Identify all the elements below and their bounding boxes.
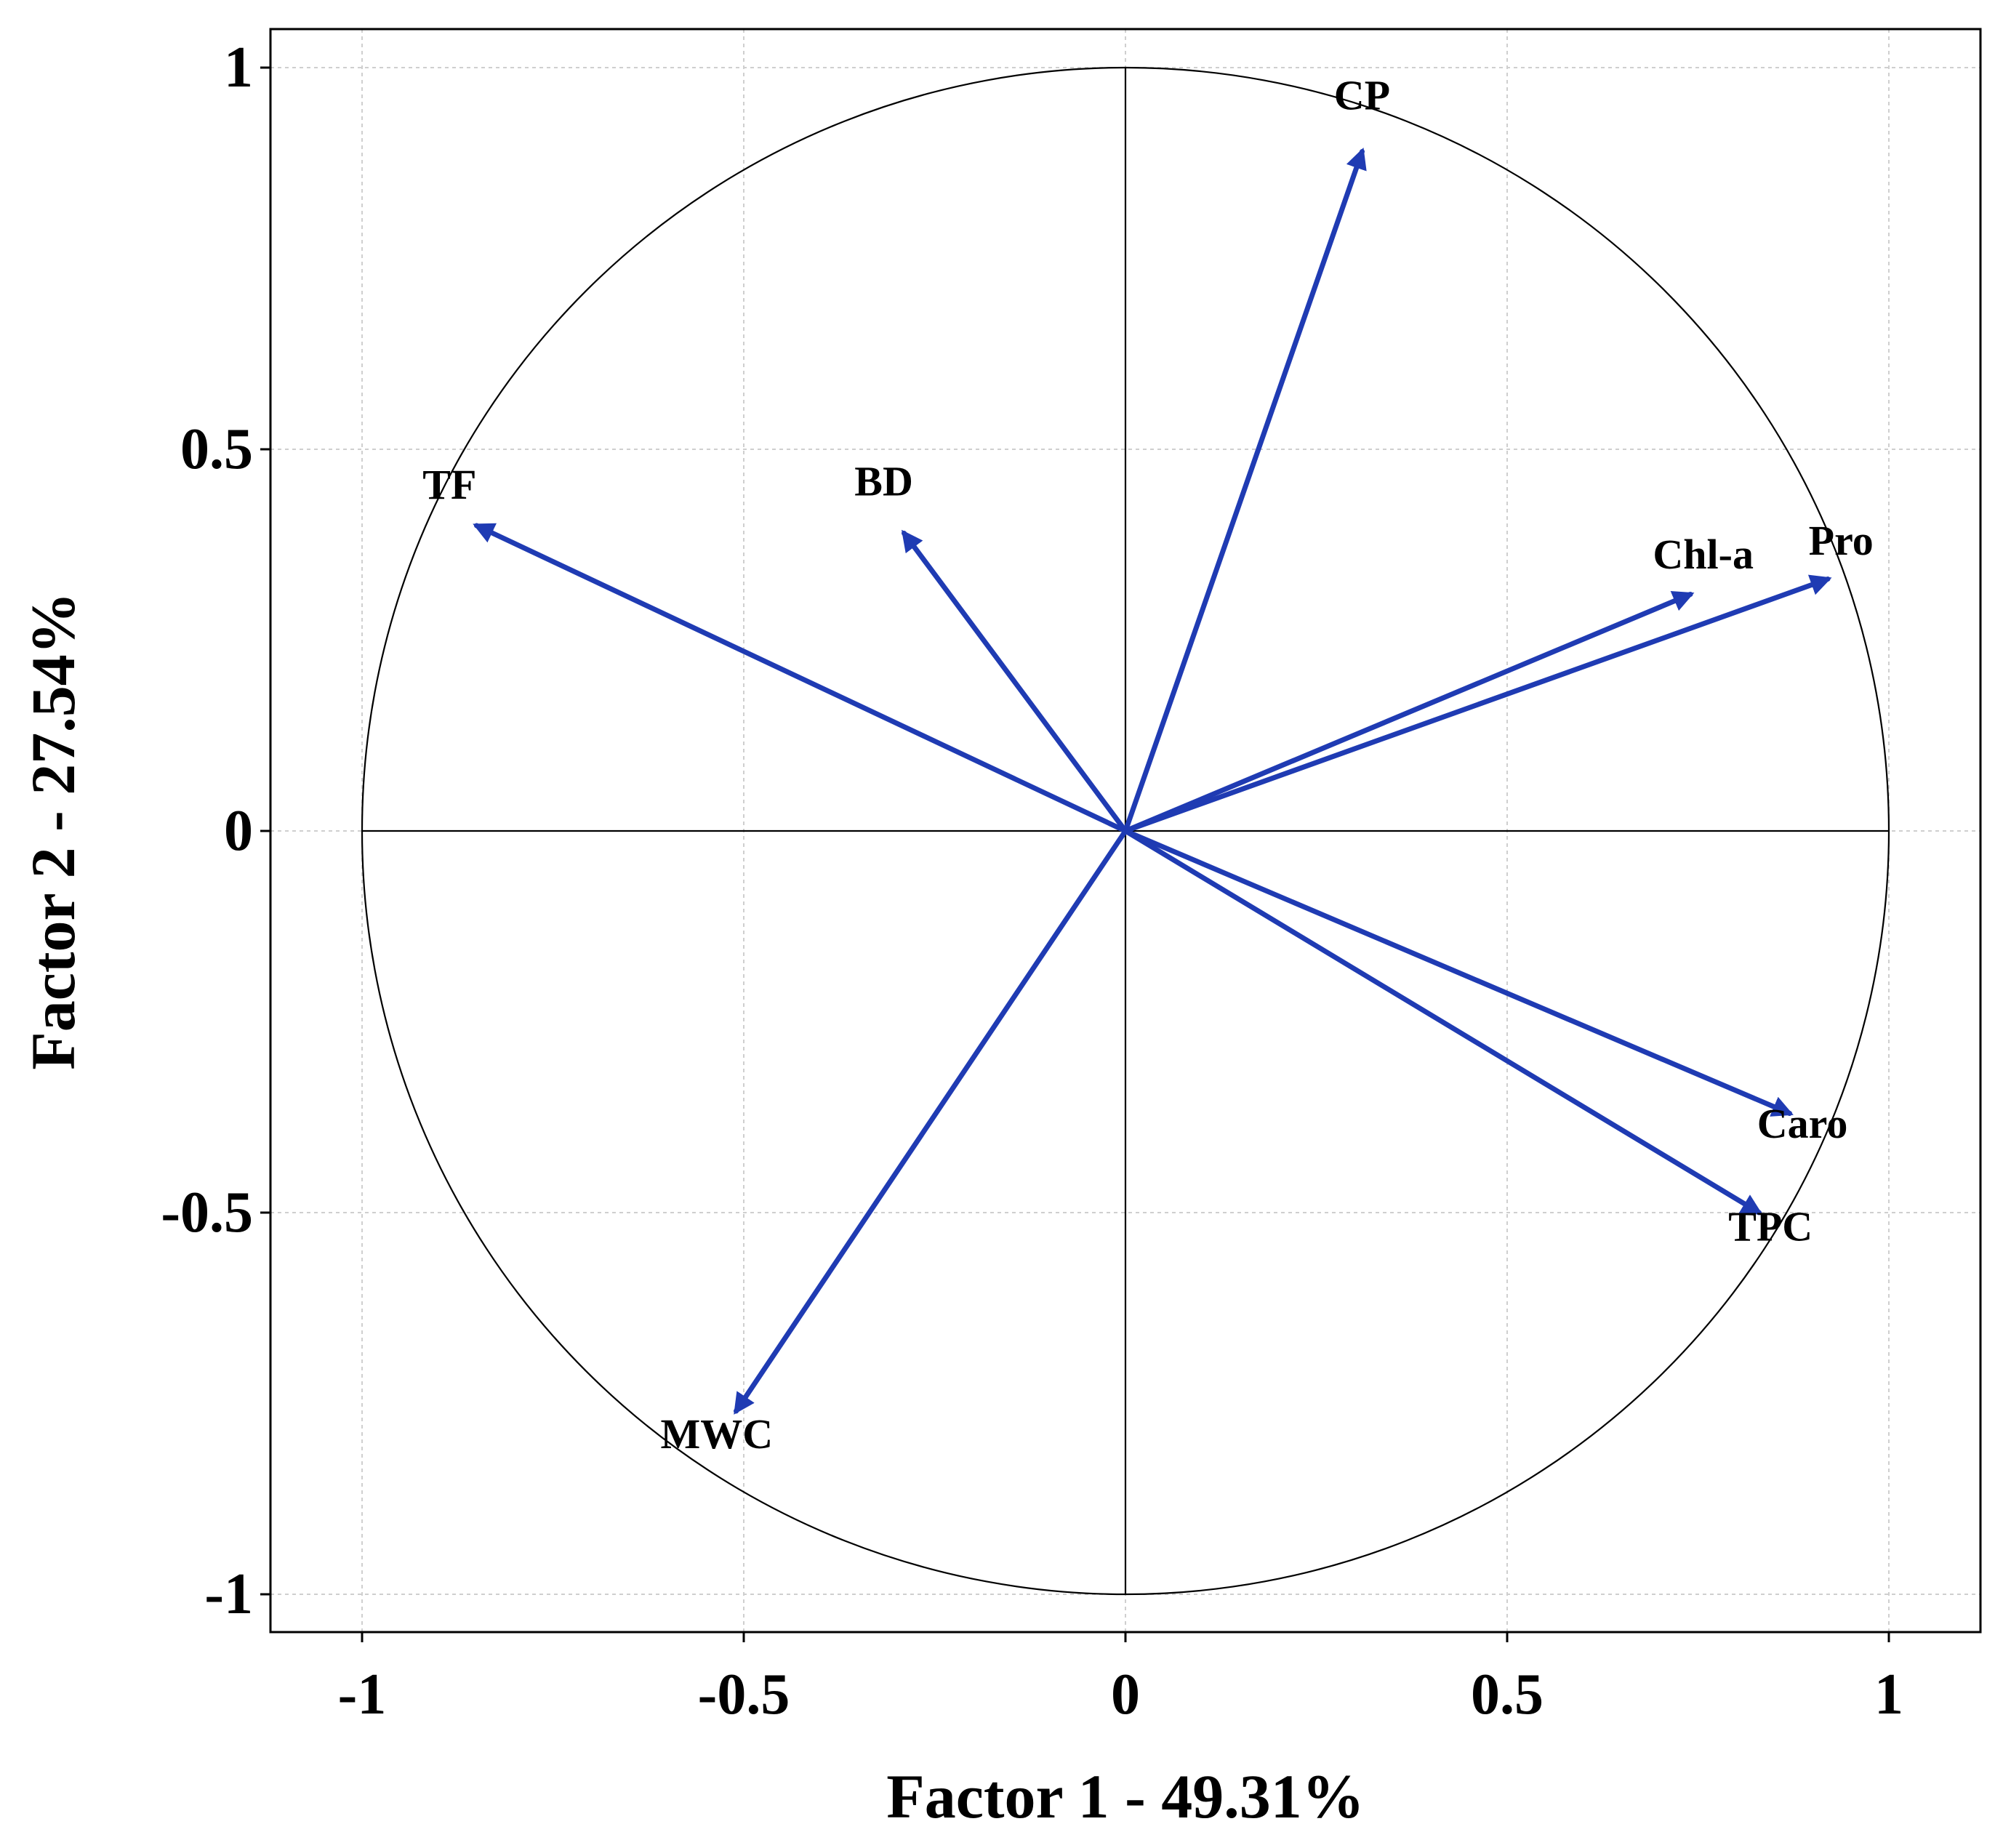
vector-cp — [1123, 147, 1367, 834]
vector-chl-a — [1123, 591, 1695, 834]
label-tf: TF — [422, 461, 476, 508]
vector-pro — [1123, 574, 1832, 834]
y-tick-label-0: -1 — [204, 1562, 253, 1626]
label-caro: Caro — [1757, 1100, 1848, 1147]
x-axis-title: Factor 1 - 49.31% — [886, 1761, 1365, 1831]
label-chl-a: Chl-a — [1653, 531, 1754, 578]
label-mwc: MWC — [660, 1410, 773, 1458]
x-tick-label-2: 0 — [1111, 1663, 1140, 1727]
tick-labels: -1 -0.5 0 0.5 1 -1 -0.5 0 0.5 1 — [161, 36, 1903, 1727]
x-tick-label-0: -1 — [338, 1663, 387, 1727]
x-tick-label-3: 0.5 — [1471, 1663, 1544, 1727]
vector-caro — [1123, 828, 1794, 1117]
vector-tpc — [1123, 828, 1763, 1216]
label-tpc: TPC — [1728, 1203, 1813, 1250]
y-tick-label-3: 0.5 — [180, 417, 253, 481]
y-tick-label-4: 1 — [224, 36, 253, 100]
y-tick-label-2: 0 — [224, 799, 253, 863]
label-pro: Pro — [1809, 517, 1874, 564]
variable-vectors — [473, 147, 1832, 1415]
label-bd: BD — [854, 457, 913, 505]
vector-bd — [901, 529, 1128, 834]
vector-tf — [473, 523, 1128, 834]
x-tick-label-1: -0.5 — [698, 1663, 790, 1727]
label-cp: CP — [1334, 72, 1390, 119]
vector-mwc — [734, 828, 1128, 1415]
variable-labels: CP TF BD Chl-a Pro Caro TPC MWC — [422, 72, 1874, 1458]
x-tick-label-4: 1 — [1874, 1663, 1903, 1727]
y-tick-label-1: -0.5 — [161, 1181, 253, 1245]
y-axis-title: Factor 2 - 27.54% — [18, 592, 88, 1070]
